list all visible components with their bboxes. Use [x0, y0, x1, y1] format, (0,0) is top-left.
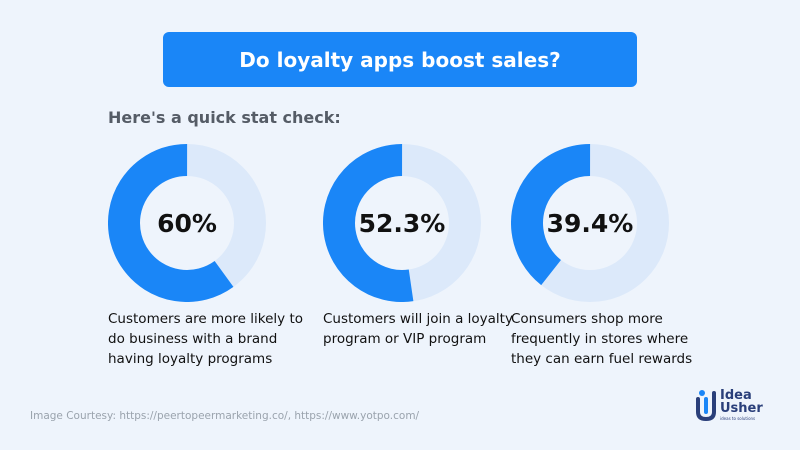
- stat-caption-2: Customers will join a loyalty program or…: [323, 311, 513, 347]
- page-subtitle: Here's a quick stat check:: [108, 108, 341, 127]
- donut-arc-1: [108, 144, 266, 302]
- idea-usher-logo: Idea Usher ideas to solutions: [694, 388, 774, 422]
- image-courtesy: Image Courtesy: https://peertopeermarket…: [30, 410, 420, 422]
- donut-chart-1: [108, 144, 266, 302]
- donut-arc-3: [511, 144, 669, 302]
- stat-caption-3: Consumers shop more frequently in stores…: [511, 311, 693, 367]
- donut-chart-2: [323, 144, 481, 302]
- donut-value-2: 52.3%: [358, 208, 446, 238]
- stat-caption-1: Customers are more likely to do business…: [108, 311, 304, 367]
- donut-value-3: 39.4%: [546, 208, 634, 238]
- donut-value-1: 60%: [157, 208, 217, 238]
- donut-chart-3: [511, 144, 669, 302]
- logo-tagline: ideas to solutions: [720, 416, 756, 421]
- page-title: Do loyalty apps boost sales?: [239, 47, 561, 72]
- logo-mark-icon: [696, 390, 716, 422]
- logo-word-idea: Idea: [720, 388, 752, 403]
- logo-word-usher: Usher: [720, 401, 763, 416]
- page-title-banner: Do loyalty apps boost sales?: [163, 32, 637, 87]
